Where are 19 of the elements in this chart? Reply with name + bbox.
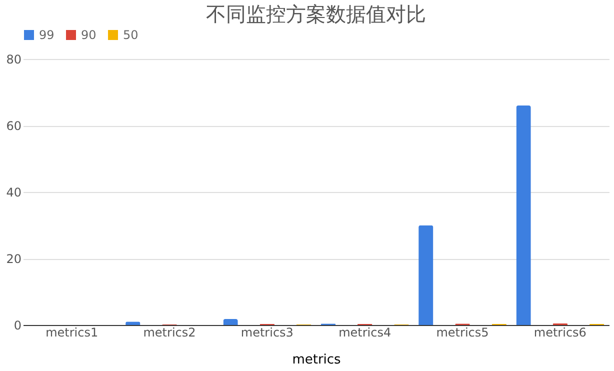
y-tick-label: 0 — [14, 318, 22, 332]
x-tick-label: metrics1 — [46, 326, 98, 340]
bar — [516, 106, 531, 325]
legend-label: 50 — [123, 28, 138, 42]
x-tick-label: metrics4 — [338, 326, 392, 340]
y-tick-label: 40 — [6, 186, 22, 200]
x-tick-label: metrics2 — [143, 326, 196, 340]
x-tick-label: metrics3 — [240, 326, 294, 340]
legend-label: 90 — [81, 28, 96, 42]
bar — [223, 319, 238, 325]
x-tick-label: metrics5 — [436, 326, 489, 340]
chart-title: 不同监控方案数据值对比 — [206, 2, 426, 26]
x-axis-title: metrics — [292, 352, 342, 368]
bar — [418, 225, 434, 325]
y-tick-label: 80 — [6, 52, 22, 66]
y-tick-label: 20 — [6, 252, 22, 266]
y-tick-label: 60 — [6, 119, 22, 133]
legend-label: 99 — [39, 28, 54, 42]
x-tick-label: metrics6 — [534, 326, 586, 340]
